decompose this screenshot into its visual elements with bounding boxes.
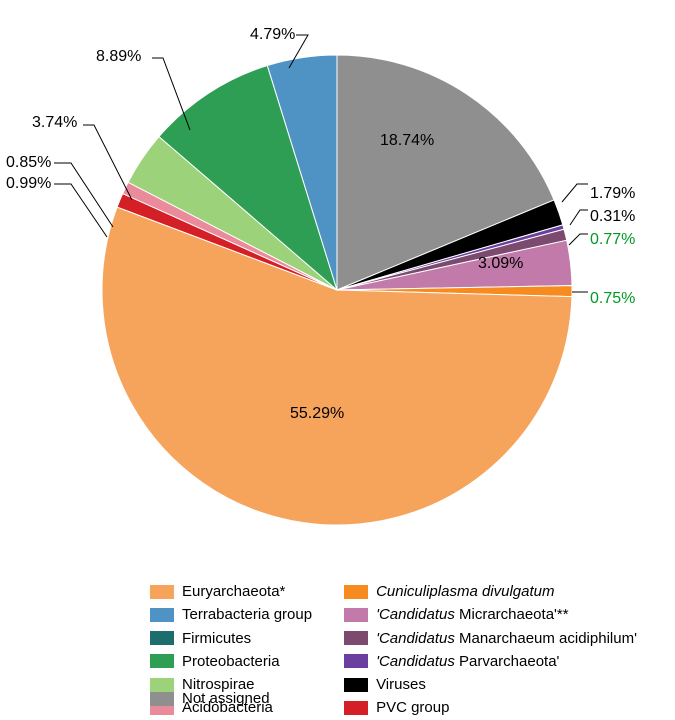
legend-row-viruses: Viruses (344, 673, 637, 696)
legend-row-parvarchaeota: 'Candidatus Parvarchaeota' (344, 650, 637, 673)
legend-swatch-micrarchaeota (344, 608, 368, 622)
legend-swatch-viruses (344, 678, 368, 692)
legend-label-manarchaeum: 'Candidatus Manarchaeum acidiphilum' (376, 627, 637, 650)
legend-row-pvc: PVC group (344, 696, 637, 719)
leader-parvarchaeota (570, 210, 588, 225)
legend-row-micrarchaeota: 'Candidatus Micrarchaeota'** (344, 603, 637, 626)
pct-terrabacteria: 4.79% (250, 26, 295, 44)
legend-swatch-proteobacteria (150, 654, 174, 668)
legend-label-proteobacteria: Proteobacteria (182, 650, 312, 673)
legend-swatch-euryarchaeota (150, 585, 174, 599)
legend-swatch-terrabacteria (150, 608, 174, 622)
legend-swatch-pvc (344, 701, 368, 715)
legend-label-firmicutes: Firmicutes (182, 627, 312, 650)
legend-label-euryarchaeota: Euryarchaeota* (182, 580, 312, 603)
pct-proteobacteria: 8.89% (96, 48, 141, 66)
pct-cuniculiplasma: 0.75% (590, 290, 635, 308)
leader-viruses (562, 184, 588, 202)
legend-row-cuniculiplasma: Cuniculiplasma divulgatum (344, 580, 637, 603)
legend-row-manarchaeum: 'Candidatus Manarchaeum acidiphilum' (344, 627, 637, 650)
legend-swatch-cuniculiplasma (344, 585, 368, 599)
legend-swatch-firmicutes (150, 631, 174, 645)
legend-label-not-assigned: Not assigned (182, 690, 270, 707)
legend-swatch-manarchaeum (344, 631, 368, 645)
pct-acidobacteria: 0.85% (6, 154, 51, 172)
pct-pvc: 0.99% (6, 175, 51, 193)
legend-row-firmicutes: Firmicutes (150, 627, 312, 650)
legend-label-cuniculiplasma: Cuniculiplasma divulgatum (376, 580, 637, 603)
leader-manarchaeum (569, 234, 588, 245)
pct-micrarchaeota: 3.09% (478, 255, 523, 273)
pie-chart-figure: 18.74% 1.79% 0.31% 0.77% 3.09% 0.75% 55.… (0, 0, 675, 716)
legend-label-terrabacteria: Terrabacteria group (182, 603, 312, 626)
pct-viruses: 1.79% (590, 185, 635, 203)
leader-pvc (54, 184, 107, 237)
leader-acidobacteria (54, 163, 113, 227)
pct-euryarchaeota: 55.29% (290, 405, 344, 423)
legend-swatch-not-assigned (150, 692, 174, 706)
legend-label-pvc: PVC group (376, 696, 637, 719)
legend-label-viruses: Viruses (376, 673, 637, 696)
legend-row-terrabacteria: Terrabacteria group (150, 603, 312, 626)
legend-label-parvarchaeota: 'Candidatus Parvarchaeota' (376, 650, 637, 673)
legend-bottom: Not assigned (150, 690, 270, 707)
legend-swatch-parvarchaeota (344, 654, 368, 668)
pct-manarchaeum: 0.77% (590, 231, 635, 249)
pct-nitrospirae: 3.74% (32, 114, 77, 132)
pct-not-assigned: 18.74% (380, 132, 434, 150)
legend-label-micrarchaeota: 'Candidatus Micrarchaeota'** (376, 603, 637, 626)
pct-parvarchaeota: 0.31% (590, 208, 635, 226)
legend-row-proteobacteria: Proteobacteria (150, 650, 312, 673)
legend-row-euryarchaeota: Euryarchaeota* (150, 580, 312, 603)
legend-col-right: Cuniculiplasma divulgatum'Candidatus Mic… (344, 580, 637, 720)
